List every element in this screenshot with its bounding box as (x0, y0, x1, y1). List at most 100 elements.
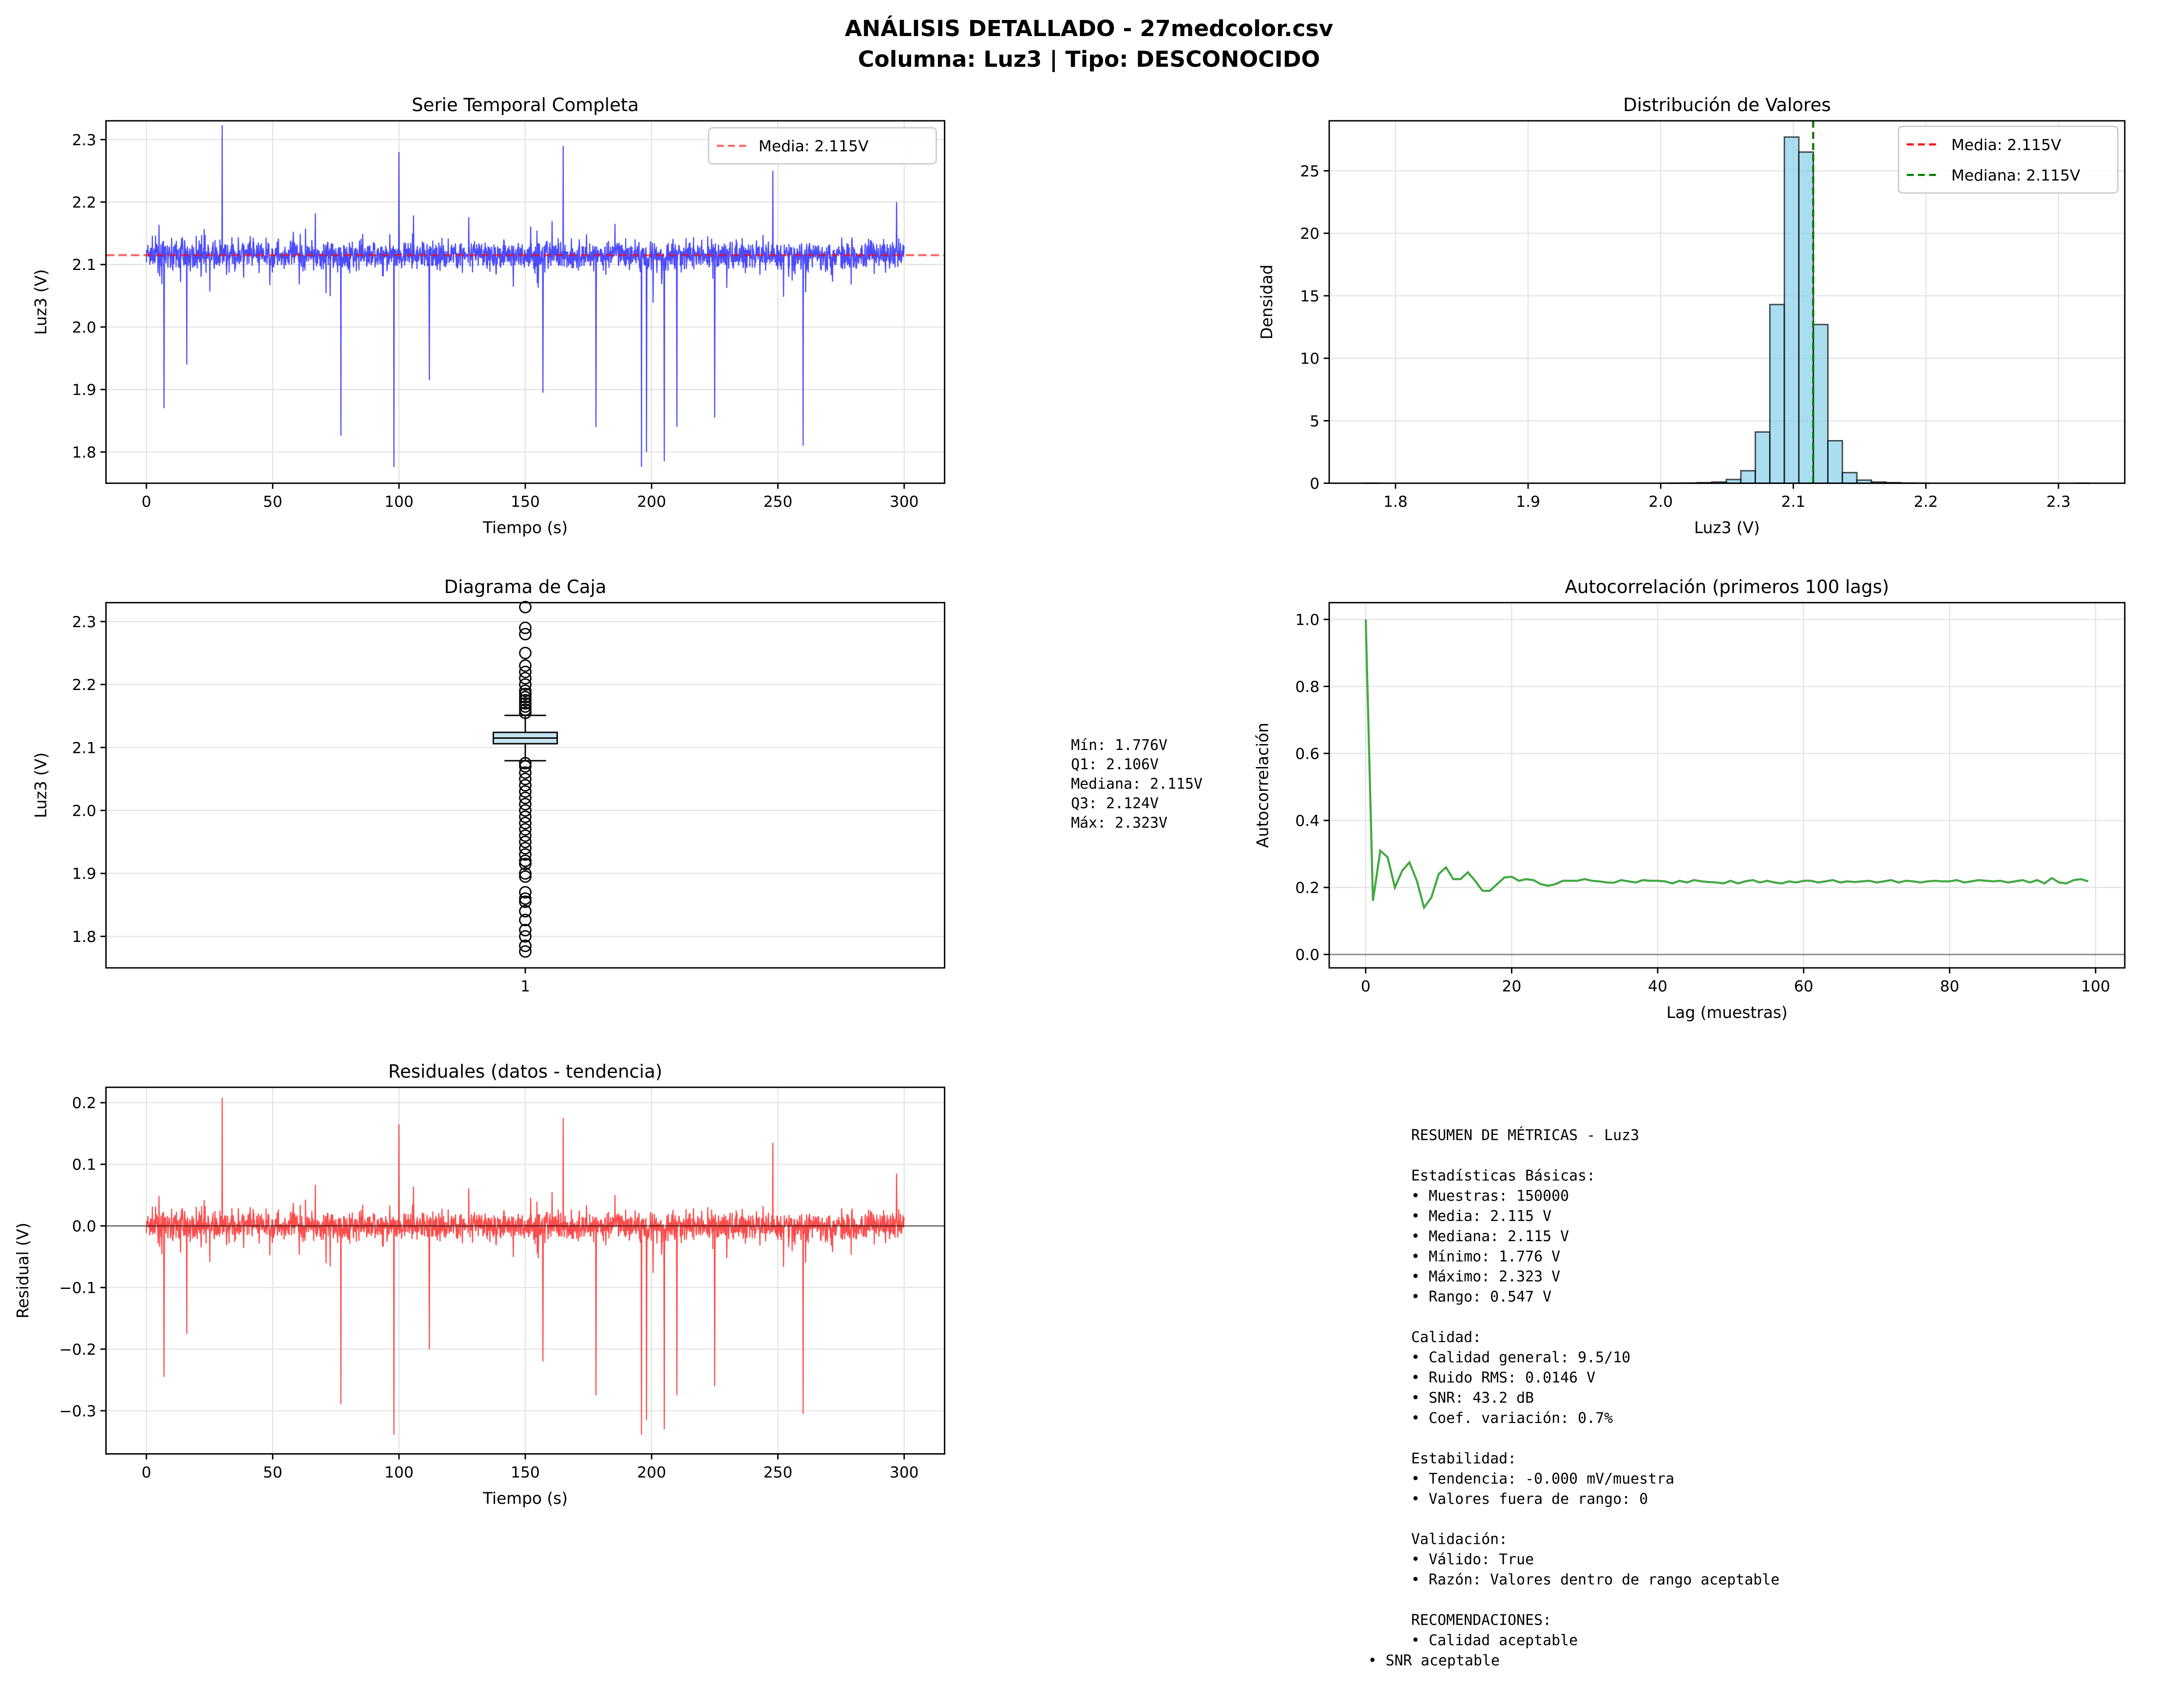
y-tick-label: 1.8 (72, 928, 96, 946)
y-tick-label: 0.2 (72, 1094, 96, 1112)
y-tick-label: −0.1 (59, 1280, 96, 1297)
autocorrelation-panel: 0 20 40 60 80 100 0.0 0.2 0.4 0.6 0.8 1.0 Autocorrel… (1254, 576, 2126, 1022)
y-tick-label: 15 (1300, 288, 1319, 305)
chart-title: Residuales (datos - tendencia) (388, 1061, 663, 1082)
y-tick-label: 25 (1300, 163, 1319, 180)
outlier-point (519, 691, 532, 704)
summary-line: • Rango: 0.547 V (1411, 1288, 1551, 1305)
y-axis-label: Autocorrelación (1254, 723, 1272, 848)
outlier-point (519, 895, 532, 908)
box-stat-line: Q1: 2.106V (1071, 756, 1159, 773)
y-tick-label: 2.2 (72, 676, 96, 694)
chart-title: Autocorrelación (primeros 100 lags) (1565, 576, 1889, 597)
outlier-point (519, 659, 532, 672)
x-tick-label: 0 (141, 493, 151, 511)
x-tick-label: 20 (1502, 978, 1522, 996)
x-tick-label: 300 (890, 493, 919, 511)
x-tick-label: 250 (764, 1464, 793, 1481)
histogram-bar (1827, 440, 1843, 484)
y-tick-label: 2.1 (72, 256, 96, 274)
outlier-point (519, 697, 532, 710)
x-tick-label: 2.1 (1781, 493, 1806, 511)
residual-line (146, 1097, 905, 1435)
chart-title: Distribución de Valores (1623, 95, 1831, 115)
y-tick-label: 2.0 (72, 803, 96, 820)
summary-line: • Mínimo: 1.776 V (1411, 1248, 1560, 1265)
outlier-point (519, 798, 532, 811)
y-tick-label: 1.8 (72, 444, 96, 461)
outlier-point (519, 694, 532, 707)
outlier-point (519, 760, 532, 773)
outlier-point (519, 870, 532, 883)
y-tick-label: 0.0 (1295, 946, 1319, 964)
y-tick-label: 2.0 (72, 319, 96, 336)
summary-line: Calidad: (1411, 1329, 1481, 1346)
histogram-bar (1769, 304, 1785, 484)
legend-label: Media: 2.115V (1951, 136, 2062, 154)
y-tick-label: 10 (1300, 350, 1319, 368)
x-tick-label: 250 (764, 493, 793, 511)
figure-title: ANÁLISIS DETALLADO - 27medcolor.csv (845, 15, 1334, 41)
outlier-point (519, 647, 532, 659)
x-tick-label: 100 (384, 1464, 414, 1481)
outlier-point (519, 886, 532, 899)
outlier-point (519, 823, 532, 836)
outlier-point (519, 672, 532, 685)
histogram-bar (1783, 136, 1800, 484)
y-tick-label: 1.0 (1295, 612, 1319, 629)
y-axis-label: Luz3 (V) (32, 752, 50, 818)
plot-frame (1328, 602, 2126, 969)
plot-frame (105, 1086, 946, 1455)
histogram-bar (1813, 324, 1829, 484)
outlier-point (519, 842, 532, 855)
x-tick-label: 1 (520, 978, 530, 996)
y-tick-label: 20 (1300, 225, 1319, 243)
y-tick-label: 2.2 (72, 194, 96, 211)
x-tick-label: 300 (890, 1464, 919, 1481)
outlier-point (519, 684, 532, 697)
metrics-summary: RESUMEN DE MÉTRICAS - Luz3 Estadísticas B… (1368, 1127, 1780, 1670)
x-axis-label: Tiempo (s) (482, 518, 568, 537)
x-tick-label: 100 (384, 493, 414, 511)
outlier-point (519, 772, 532, 786)
summary-line: Estadísticas Básicas: (1411, 1167, 1595, 1184)
outlier-point (519, 791, 532, 805)
x-axis-label: Tiempo (s) (482, 1489, 568, 1508)
box-stat-line: Q3: 2.124V (1071, 795, 1159, 812)
outlier-point (519, 923, 532, 937)
summary-line: • SNR: 43.2 dB (1411, 1390, 1534, 1407)
outlier-point (519, 905, 532, 918)
y-tick-label: 1.9 (72, 865, 96, 883)
legend-box (707, 127, 937, 165)
outlier-point (519, 703, 532, 716)
summary-line: • Máximo: 2.323 V (1411, 1268, 1560, 1286)
histogram-panel: 1.8 1.9 2.0 2.1 2.2 2.3 0 5 10 15 20 25 Distribución… (1258, 95, 2126, 537)
summary-line: • Tendencia: -0.000 mV/muestra (1411, 1470, 1674, 1487)
y-tick-label: 0.6 (1295, 746, 1319, 763)
summary-line: • Coef. variación: 0.7% (1411, 1410, 1613, 1427)
x-tick-label: 0 (141, 1464, 151, 1481)
outlier-point (519, 785, 532, 798)
histogram-bar (1798, 151, 1815, 484)
box-stat-line: Mediana: 2.115V (1071, 776, 1203, 793)
outlier-point (519, 835, 532, 848)
histogram-bar (1740, 470, 1756, 484)
x-tick-label: 0 (1361, 978, 1371, 996)
summary-line: • Media: 2.115 V (1411, 1208, 1551, 1225)
outlier-point (519, 858, 532, 870)
outlier-point (519, 817, 532, 829)
y-tick-label: 0 (1310, 475, 1319, 493)
y-tick-label: 0.2 (1295, 880, 1319, 897)
y-tick-label: 2.1 (72, 739, 96, 757)
summary-line: • Calidad general: 9.5/10 (1411, 1349, 1630, 1366)
y-tick-label: 0.8 (1295, 678, 1319, 696)
outlier-point (519, 779, 532, 792)
summary-line: • Muestras: 150000 (1411, 1188, 1569, 1205)
y-tick-label: 0.1 (72, 1156, 96, 1174)
y-tick-label: 2.3 (72, 614, 96, 631)
y-tick-label: 1.9 (72, 382, 96, 399)
legend-label: Mediana: 2.115V (1951, 167, 2081, 184)
x-tick-label: 100 (2081, 978, 2110, 996)
outlier-point (519, 829, 532, 842)
outlier-point (519, 621, 532, 634)
